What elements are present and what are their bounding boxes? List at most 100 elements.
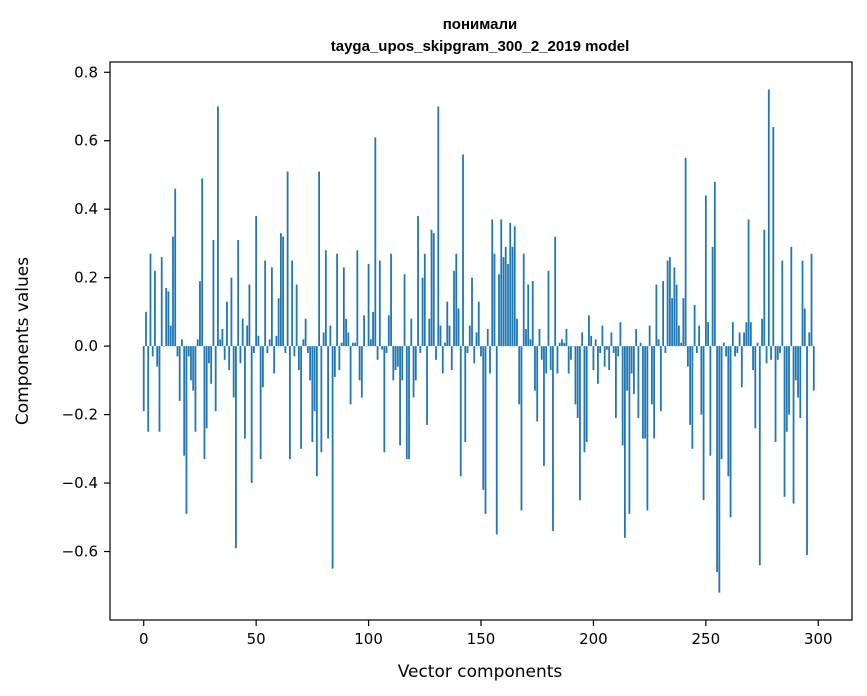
bar-258 [722,342,725,347]
bar-187 [563,342,566,347]
bar-52 [259,346,262,460]
bar-263 [734,346,736,357]
bar-188 [565,329,568,347]
bar-34 [219,339,222,347]
bar-213 [621,346,624,446]
bar-31 [212,240,215,347]
bar-257 [720,346,723,460]
bar-252 [709,346,712,456]
bar-24 [196,339,199,347]
bar-153 [486,329,489,347]
bar-180 [547,270,550,347]
bar-76 [313,346,316,412]
bar-200 [592,346,595,371]
bar-87 [338,346,341,371]
bar-283 [779,346,781,353]
bar-14 [174,188,177,347]
bar-116 [403,274,406,347]
bar-132 [439,325,442,347]
bar-182 [552,346,554,531]
bar-136 [448,325,451,347]
x-tick-label: 0 [139,630,149,648]
bar-67 [293,346,296,357]
bar-259 [725,346,727,357]
bar-59 [275,335,278,347]
bar-123 [419,346,422,353]
bar-246 [695,346,698,353]
bar-207 [608,346,611,371]
bar-127 [428,318,431,347]
bar-170 [525,329,527,347]
bar-267 [743,332,745,347]
bar-269 [747,219,750,347]
bar-95 [356,250,359,347]
bar-190 [570,346,572,360]
bar-295 [806,346,808,555]
bar-292 [799,346,802,419]
bar-197 [585,346,588,442]
x-tick-label: 50 [247,630,266,648]
bar-81 [324,250,327,347]
bar-236 [673,267,676,347]
bar-274 [758,346,761,566]
bar-282 [776,346,779,360]
bar-189 [567,346,570,374]
bar-114 [399,346,401,446]
bar-33 [217,106,219,347]
bar-134 [444,342,446,347]
bar-118 [408,346,410,460]
bar-248 [700,346,703,415]
bar-125 [423,253,426,347]
bar-281 [774,346,777,442]
bar-26 [201,178,204,347]
bar-66 [291,260,294,347]
bar-159 [500,219,503,347]
bar-32 [214,346,217,412]
x-tick-label: 100 [354,630,383,648]
bar-232 [664,346,667,353]
bar-64 [286,171,289,347]
bar-46 [246,325,249,347]
bar-71 [302,339,305,347]
bar-175 [536,346,539,422]
bar-179 [545,346,548,374]
bar-43 [239,346,242,364]
bar-102 [372,311,374,347]
bar-226 [650,346,653,405]
bar-97 [360,346,363,398]
bar-176 [538,329,541,347]
bar-19 [185,346,188,514]
bar-149 [477,301,480,347]
bar-15 [176,346,179,357]
bar-83 [329,325,332,347]
bar-193 [576,346,579,419]
bar-241 [684,157,687,347]
y-tick-label: 0.2 [74,269,98,287]
bar-12 [169,325,172,347]
bar-140 [457,308,460,347]
bar-49 [253,346,255,353]
x-tick-label: 300 [804,630,833,648]
bar-238 [677,325,680,347]
bar-271 [752,346,754,371]
bar-240 [682,298,685,347]
bar-30 [210,346,213,384]
x-tick-label: 250 [692,630,721,648]
bar-219 [635,329,638,347]
bar-130 [435,346,437,360]
bar-158 [498,274,500,347]
bar-249 [702,346,705,501]
bar-250 [704,195,707,347]
bar-53 [262,346,264,388]
bar-4 [151,346,154,357]
bar-84 [331,346,334,569]
bar-17 [181,339,183,347]
y-tick-label: −0.4 [62,474,98,492]
x-axis-ticks: 0 50 100 150 200 250 300 [139,620,833,648]
bar-51 [257,335,260,347]
bar-22 [192,346,195,391]
bar-195 [581,332,584,347]
bar-294 [803,308,806,347]
bar-211 [617,346,620,357]
